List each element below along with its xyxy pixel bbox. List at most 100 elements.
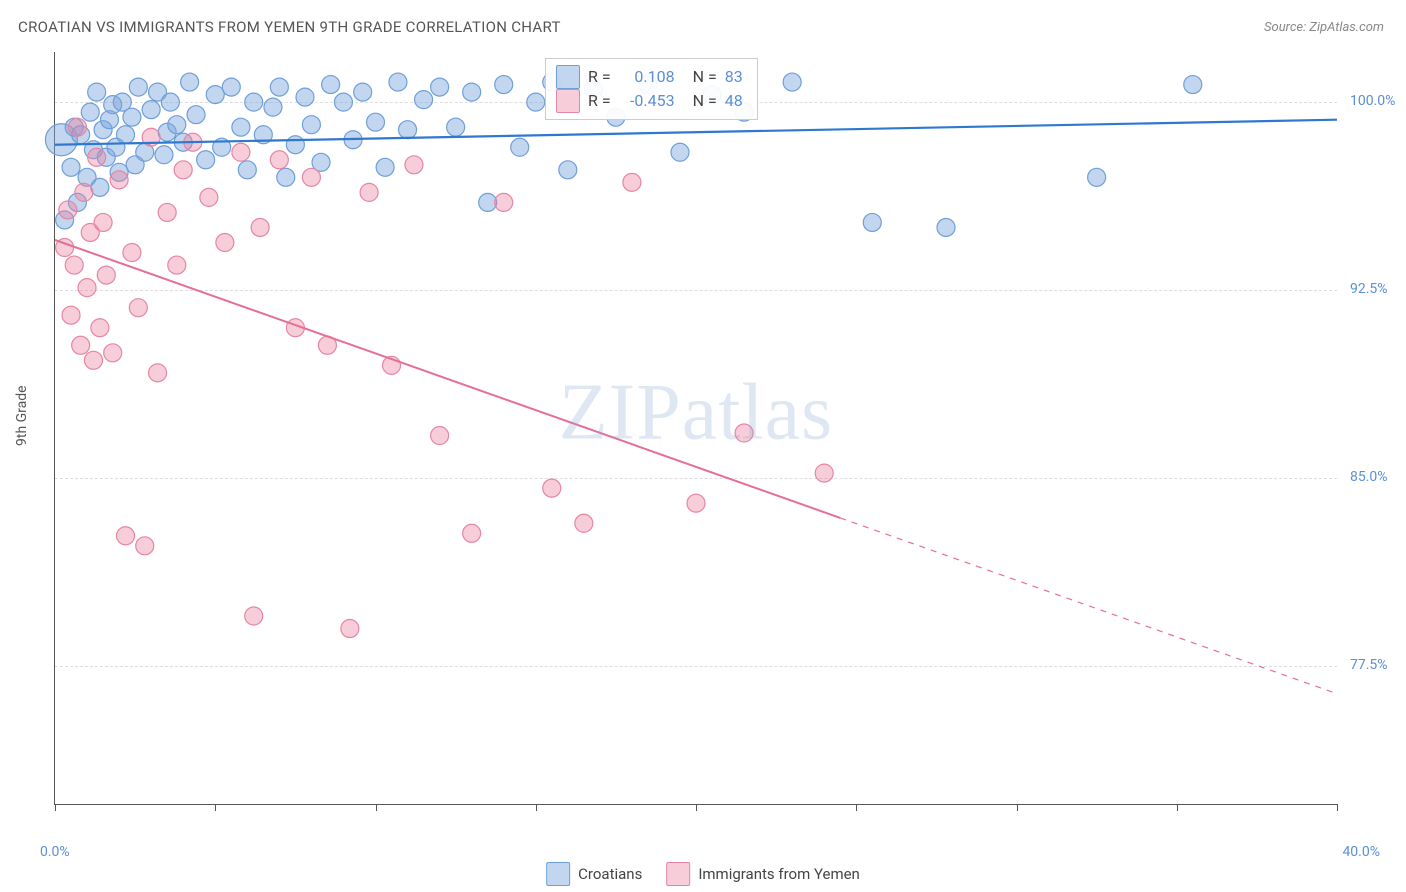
data-point [245, 607, 263, 625]
data-point [296, 88, 314, 106]
legend-label: Immigrants from Yemen [698, 865, 860, 883]
xtick-mark [55, 804, 56, 811]
correlation-row: R = 0.108 N = 83 [556, 65, 743, 89]
plot-area: ZIPatlas R =0.108N =83R =-0.453N =48 [54, 52, 1337, 805]
r-value: 0.108 [619, 65, 675, 89]
data-point [155, 146, 173, 164]
data-point [277, 168, 295, 186]
data-point [222, 78, 240, 96]
data-point [168, 116, 186, 134]
data-point [65, 256, 83, 274]
data-point [142, 101, 160, 119]
data-point [168, 256, 186, 274]
data-point [302, 116, 320, 134]
data-point [341, 620, 359, 638]
ytick-label: 100.0% [1350, 93, 1395, 109]
data-point [367, 113, 385, 131]
legend-swatch-icon [666, 862, 690, 886]
data-point [354, 83, 372, 101]
correlation-row: R = -0.453 N = 48 [556, 89, 743, 113]
data-point [543, 479, 561, 497]
trend-line-dashed [840, 518, 1337, 694]
legend-swatch-icon [546, 862, 570, 886]
xtick-mark [1177, 804, 1178, 811]
data-point [197, 151, 215, 169]
data-point [251, 218, 269, 236]
data-point [129, 78, 147, 96]
r-value: -0.453 [619, 89, 675, 113]
data-point [158, 203, 176, 221]
data-point [97, 266, 115, 284]
data-point [174, 161, 192, 179]
data-point [88, 148, 106, 166]
xtick-mark [536, 804, 537, 811]
data-point [495, 193, 513, 211]
data-point [1088, 168, 1106, 186]
data-point [123, 108, 141, 126]
r-label: R = [588, 89, 611, 113]
data-point [623, 173, 641, 191]
data-point [735, 424, 753, 442]
n-value: 83 [725, 65, 743, 89]
data-point [161, 93, 179, 111]
xtick-mark [215, 804, 216, 811]
n-label: N = [693, 89, 717, 113]
data-point [91, 178, 109, 196]
legend-swatch-icon [556, 89, 580, 113]
data-point [495, 76, 513, 94]
data-point [232, 143, 250, 161]
data-point [104, 344, 122, 362]
data-point [687, 494, 705, 512]
source-attribution: Source: ZipAtlas.com [1264, 20, 1384, 35]
data-point [59, 201, 77, 219]
legend-swatch-icon [556, 65, 580, 89]
data-point [62, 306, 80, 324]
data-point [216, 234, 234, 252]
data-point [399, 121, 417, 139]
data-point [322, 76, 340, 94]
data-point [463, 524, 481, 542]
data-point [389, 73, 407, 91]
data-point [376, 158, 394, 176]
data-point [187, 106, 205, 124]
legend-label: Croatians [578, 865, 642, 883]
data-point [937, 218, 955, 236]
data-point [671, 143, 689, 161]
data-point [232, 118, 250, 136]
data-point [110, 171, 128, 189]
data-point [200, 188, 218, 206]
data-point [117, 527, 135, 545]
data-point [123, 244, 141, 262]
data-point [75, 183, 93, 201]
data-point [238, 161, 256, 179]
n-label: N = [693, 65, 717, 89]
data-point [78, 279, 96, 297]
data-point [334, 93, 352, 111]
data-point [559, 161, 577, 179]
data-point [181, 73, 199, 91]
data-point [463, 83, 481, 101]
data-point [149, 364, 167, 382]
y-axis-title: 9th Grade [14, 385, 30, 446]
data-point [405, 156, 423, 174]
data-point [511, 138, 529, 156]
x-min-label: 0.0% [40, 844, 70, 860]
plot-svg [55, 52, 1337, 804]
data-point [88, 83, 106, 101]
correlation-box: R = 0.108 N = 83 R = -0.453 N = 48 [545, 58, 758, 120]
xtick-mark [1337, 804, 1338, 811]
data-point [360, 183, 378, 201]
data-point [1184, 76, 1202, 94]
data-point [270, 151, 288, 169]
xtick-mark [376, 804, 377, 811]
data-point [783, 73, 801, 91]
trend-line [55, 240, 840, 518]
n-value: 48 [725, 89, 743, 113]
legend-item: Immigrants from Yemen [666, 862, 860, 886]
data-point [302, 168, 320, 186]
data-point [84, 351, 102, 369]
data-point [431, 78, 449, 96]
r-label: R = [588, 65, 611, 89]
bottom-legend: Croatians Immigrants from Yemen [546, 862, 860, 886]
data-point [479, 193, 497, 211]
